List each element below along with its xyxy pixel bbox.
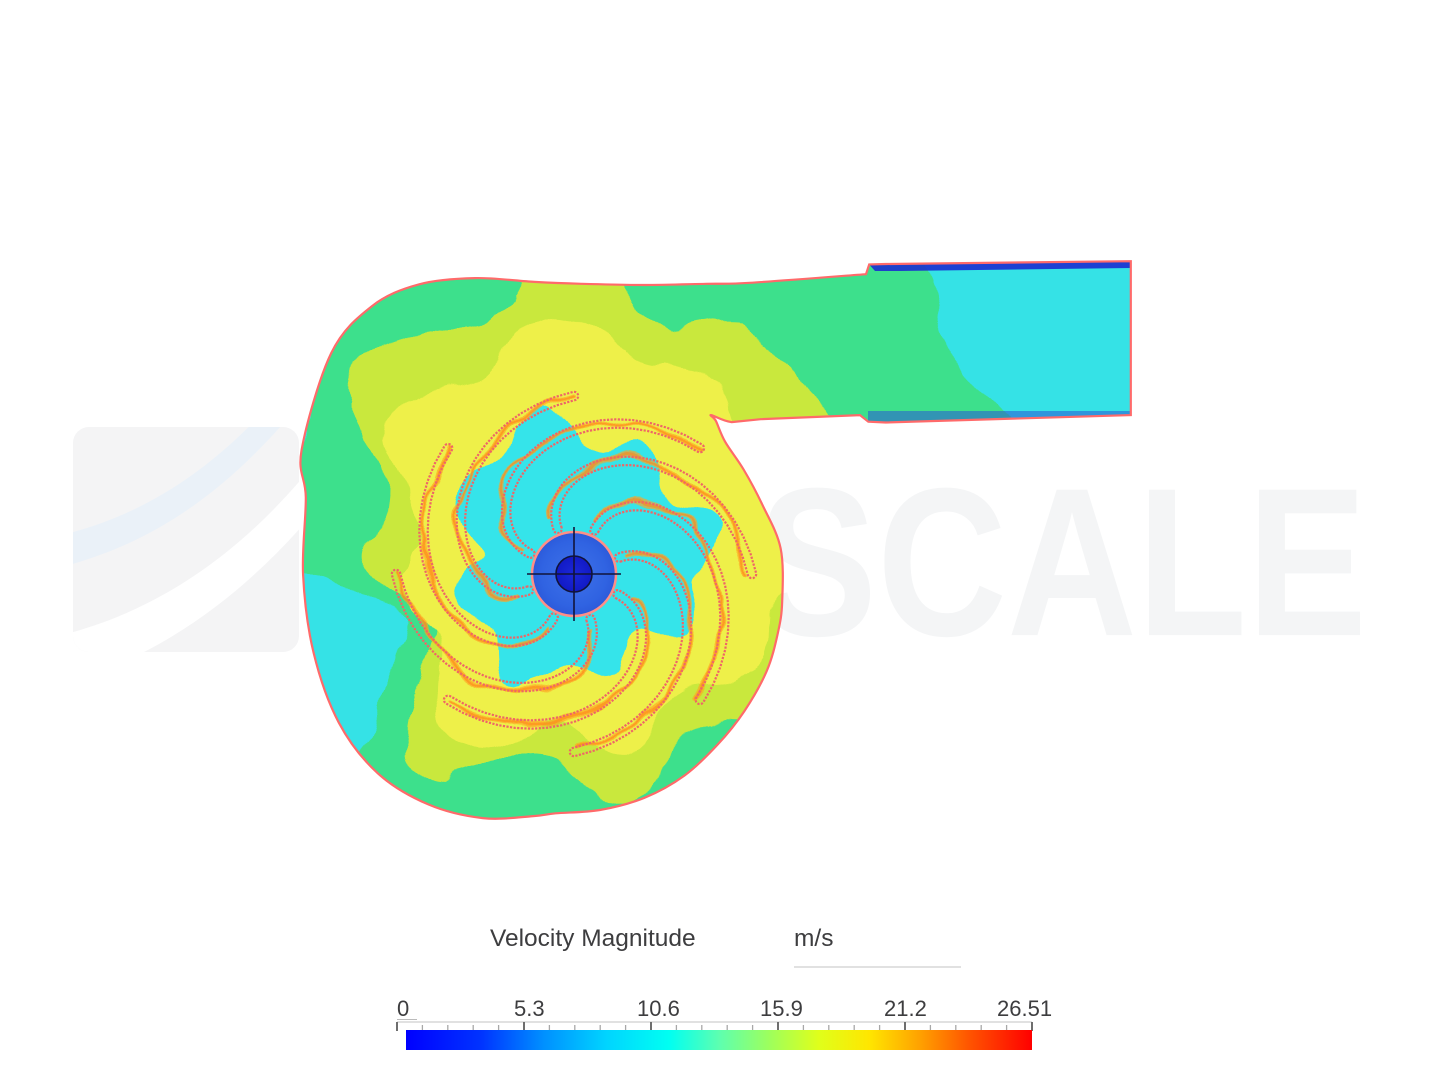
svg-text:5.3: 5.3 [514,996,545,1021]
svg-text:15.9: 15.9 [760,996,803,1021]
svg-text:10.6: 10.6 [637,996,680,1021]
svg-text:m/s: m/s [794,925,833,952]
svg-text:21.2: 21.2 [884,996,927,1021]
svg-text:0: 0 [397,996,409,1021]
svg-text:Velocity Magnitude: Velocity Magnitude [490,925,696,952]
svg-text:26.51: 26.51 [997,996,1052,1021]
